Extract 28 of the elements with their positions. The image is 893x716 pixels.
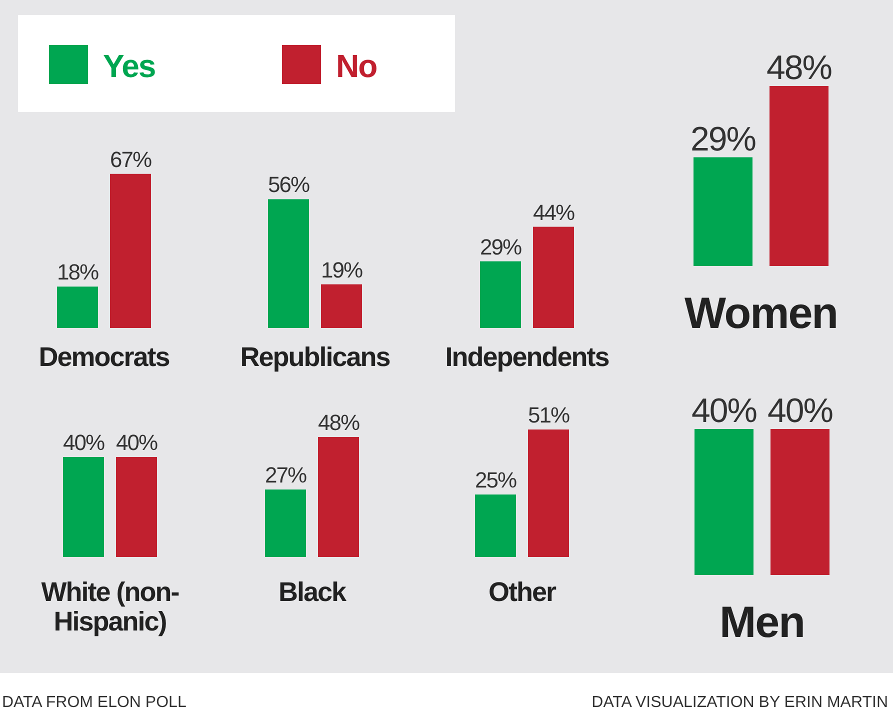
x-tick-label: Republicans [240,342,390,372]
x-tick-label: Democrats [38,342,170,372]
x-tick-label: White (non-Hispanic) [41,577,179,637]
data-label: 40% [691,392,758,430]
data-label: 67% [110,146,152,172]
data-label: 29% [690,120,756,158]
data-label: 40% [116,430,158,455]
data-label: 29% [480,234,522,260]
text: DATA VISUALIZATION BY ERIN MARTIN [592,694,888,711]
data-label: 56% [268,172,310,198]
legend-label: Yes [103,48,156,84]
data-label: 40% [767,392,834,430]
text: DATA FROM ELON POLL [2,694,186,711]
x-tick-label: Men [720,598,804,647]
data-label: 18% [56,260,98,285]
data-label: 51% [528,402,570,428]
x-tick-label: Independents [445,342,609,372]
x-tick-label: Women [684,289,838,338]
data-label: 25% [474,468,516,492]
data-label: 19% [320,257,362,282]
data-label: 48% [318,410,360,435]
legend-label: No [336,48,378,84]
data-label: 27% [264,462,306,488]
data-label: 40% [62,430,104,455]
x-tick-label: Black [278,577,348,607]
x-tick-label: Other [488,577,557,607]
data-label: 44% [532,200,574,225]
data-label: 48% [766,49,832,87]
